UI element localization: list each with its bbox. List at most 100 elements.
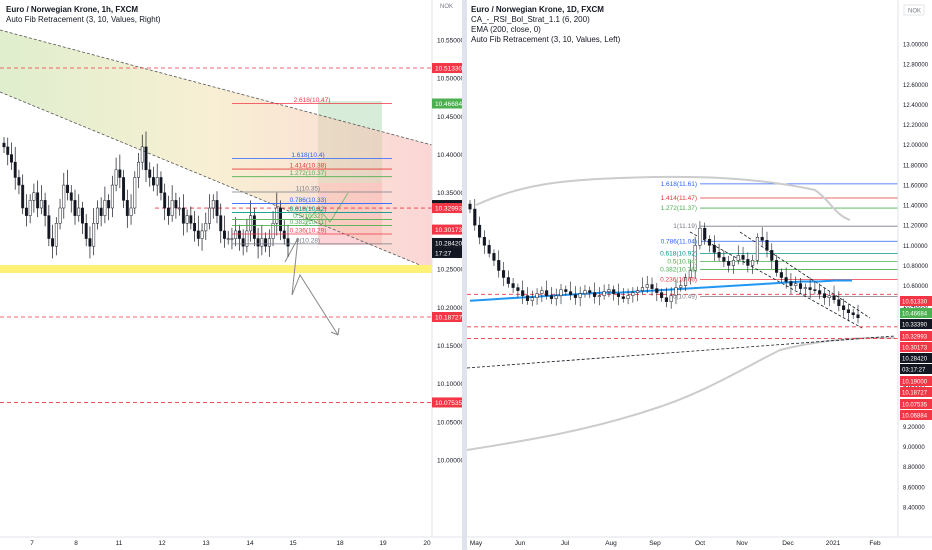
candle-body[interactable] [226, 238, 230, 240]
candle-body[interactable] [770, 250, 774, 261]
candle-body[interactable] [54, 223, 58, 247]
candle-body[interactable] [107, 200, 111, 209]
candle-body[interactable] [155, 177, 159, 186]
candle-body[interactable] [24, 207, 28, 216]
candle-body[interactable] [846, 309, 850, 313]
candle-body[interactable] [62, 184, 66, 209]
candle-body[interactable] [664, 297, 668, 302]
candle-body[interactable] [181, 207, 185, 224]
candle-body[interactable] [129, 207, 133, 216]
candle-body[interactable] [592, 292, 597, 297]
candle-body[interactable] [215, 200, 219, 216]
candle-body[interactable] [808, 287, 812, 290]
left-time-axis[interactable]: 7 8 11 12 13 14 15 18 19 20 [30, 540, 431, 547]
candle-body[interactable] [813, 289, 817, 291]
hourly-chart-panel[interactable]: 2.618(10.47) 1.618(10.4) 1.414(10.38)1.272… [0, 29, 433, 403]
candle-body[interactable] [621, 296, 625, 299]
right-price-axis[interactable]: 13.00000 12.80000 12.60000 12.40000 12.20000… [903, 43, 929, 512]
candle-body[interactable] [707, 239, 712, 246]
candle-body[interactable] [77, 207, 81, 216]
candle-body[interactable] [58, 207, 62, 224]
candle-body[interactable] [712, 245, 716, 253]
candle-body[interactable] [264, 238, 268, 247]
candle-body[interactable] [573, 294, 577, 298]
candle-body[interactable] [185, 215, 189, 224]
candle-body[interactable] [21, 184, 25, 209]
candle-body[interactable] [693, 245, 697, 271]
candle-body[interactable] [99, 207, 103, 216]
candle-body[interactable] [827, 295, 831, 298]
candle-body[interactable] [88, 238, 92, 247]
candle-body[interactable] [779, 272, 783, 278]
candle-body[interactable] [631, 292, 635, 296]
candle-body[interactable] [727, 261, 731, 266]
candle-body[interactable] [245, 230, 249, 247]
candle-body[interactable] [789, 281, 793, 286]
candle-body[interactable] [275, 207, 279, 224]
ema-200-line[interactable] [469, 279, 852, 302]
candle-body[interactable] [607, 289, 611, 292]
right-time-axis[interactable]: May Jun Jul Aug Sep Oct Nov Dec 2021 Feb [470, 540, 881, 547]
candle-body[interactable] [252, 215, 256, 239]
candle-body[interactable] [636, 290, 640, 293]
candle-body[interactable] [95, 207, 99, 224]
candle-body[interactable] [655, 288, 659, 293]
candle-body[interactable] [554, 295, 558, 299]
candle-body[interactable] [223, 230, 226, 239]
candle-body[interactable] [47, 215, 51, 239]
candle-body[interactable] [125, 200, 129, 216]
candle-body[interactable] [559, 289, 563, 296]
candle-body[interactable] [69, 192, 73, 201]
candle-body[interactable] [525, 295, 530, 301]
candle-body[interactable] [189, 215, 193, 224]
candle-body[interactable] [13, 161, 17, 178]
candle-body[interactable] [110, 184, 114, 209]
falling-trendline-2[interactable] [689, 231, 863, 329]
candle-body[interactable] [66, 184, 69, 193]
candle-body[interactable] [650, 284, 654, 289]
candle-body[interactable] [137, 161, 140, 178]
candle-body[interactable] [674, 287, 678, 296]
candle-body[interactable] [746, 259, 750, 266]
candle-body[interactable] [588, 290, 592, 293]
panel-divider[interactable] [462, 0, 467, 550]
candle-body[interactable] [204, 223, 208, 232]
candle-body[interactable] [148, 169, 152, 178]
candle-body[interactable] [569, 291, 573, 295]
candle-body[interactable] [163, 192, 167, 209]
candle-body[interactable] [10, 154, 13, 163]
candle-body[interactable] [17, 177, 21, 186]
candle-body[interactable] [549, 295, 553, 299]
candle-body[interactable] [842, 305, 846, 310]
candle-body[interactable] [6, 146, 10, 155]
candle-body[interactable] [521, 290, 525, 296]
candle-body[interactable] [473, 208, 477, 226]
candle-body[interactable] [578, 293, 582, 298]
candle-body[interactable] [286, 238, 290, 247]
candle-body[interactable] [832, 295, 836, 300]
candle-body[interactable] [73, 200, 77, 216]
candle-body[interactable] [487, 245, 491, 254]
candle-body[interactable] [208, 207, 211, 224]
projected-up-arrow[interactable] [304, 192, 349, 226]
candle-body[interactable] [755, 237, 759, 261]
candle-body[interactable] [230, 238, 234, 240]
candle-body[interactable] [200, 230, 204, 239]
channel-upper-line[interactable] [0, 29, 433, 146]
candle-body[interactable] [178, 207, 182, 210]
candle-body[interactable] [688, 270, 692, 278]
candle-body[interactable] [698, 227, 702, 246]
candle-body[interactable] [564, 289, 568, 292]
candle-body[interactable] [51, 238, 55, 247]
candle-body[interactable] [118, 169, 122, 178]
candle-body[interactable] [170, 200, 174, 216]
candle-body[interactable] [237, 230, 241, 239]
candle-body[interactable] [684, 277, 688, 286]
candle-body[interactable] [196, 230, 200, 239]
candle-body[interactable] [144, 146, 148, 171]
candle-body[interactable] [616, 293, 621, 297]
candle-body[interactable] [103, 200, 107, 216]
candle-body[interactable] [166, 207, 170, 216]
candle-body[interactable] [731, 260, 736, 266]
candle-body[interactable] [741, 255, 745, 260]
